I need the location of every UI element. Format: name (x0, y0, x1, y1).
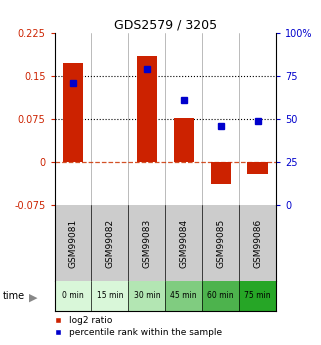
Bar (63, 63, 83, 162)
Bar (202, 281, 239, 310)
Bar (239, 281, 276, 310)
Text: time: time (3, 291, 25, 301)
Title: GDS2579 / 3205: GDS2579 / 3205 (114, 19, 217, 32)
Bar (55, 281, 91, 310)
Bar (247, 162, 268, 174)
Legend: log2 ratio, percentile rank within the sample: log2 ratio, percentile rank within the s… (53, 314, 224, 339)
Text: 0 min: 0 min (62, 291, 84, 300)
Text: GSM99081: GSM99081 (68, 219, 78, 268)
Bar (165, 281, 202, 310)
Bar (91, 281, 128, 310)
Text: 75 min: 75 min (244, 291, 271, 300)
Bar (137, 56, 157, 162)
Text: 45 min: 45 min (170, 291, 197, 300)
Text: GSM99083: GSM99083 (142, 219, 152, 268)
Text: ▶: ▶ (29, 292, 37, 302)
Text: 30 min: 30 min (134, 291, 160, 300)
Text: GSM99085: GSM99085 (216, 219, 225, 268)
Bar (128, 281, 165, 310)
Text: 15 min: 15 min (97, 291, 123, 300)
Text: GSM99084: GSM99084 (179, 219, 188, 268)
Text: 60 min: 60 min (207, 291, 234, 300)
Text: GSM99082: GSM99082 (105, 219, 115, 268)
Text: GSM99086: GSM99086 (253, 219, 262, 268)
Bar (211, 162, 231, 184)
Bar (174, 118, 194, 162)
